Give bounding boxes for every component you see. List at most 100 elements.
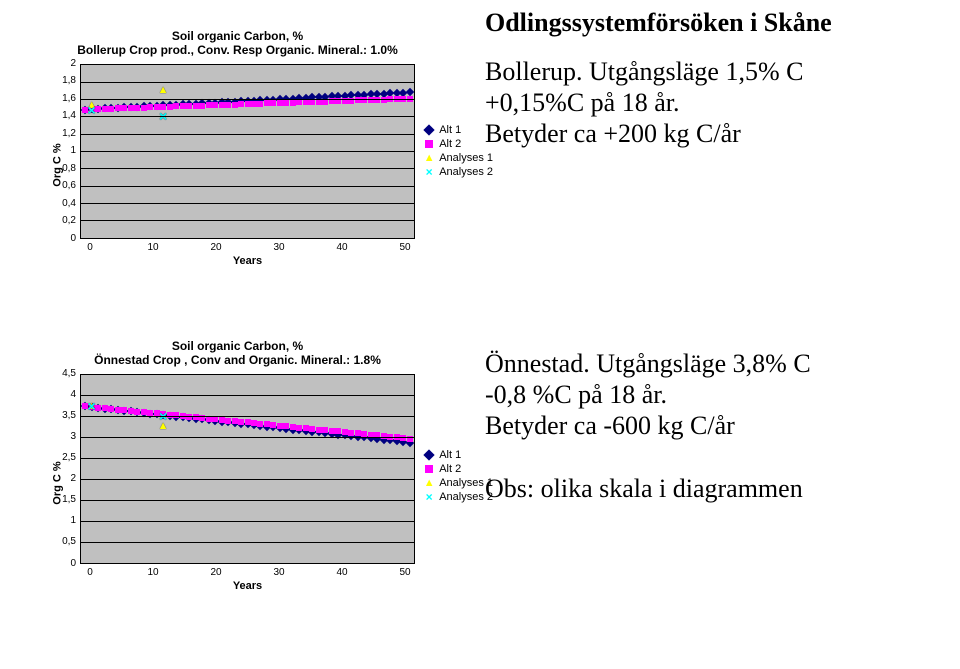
text1-line1: Bollerup. Utgångsläge 1,5% C bbox=[485, 57, 803, 86]
legend-label: Alt 1 bbox=[439, 124, 461, 136]
data-point bbox=[193, 103, 199, 109]
text1: Bollerup. Utgångsläge 1,5% C +0,15%C på … bbox=[485, 56, 950, 150]
ytick-label: 1 bbox=[52, 516, 76, 526]
data-point bbox=[361, 431, 367, 437]
gridline bbox=[81, 500, 414, 501]
data-point bbox=[257, 421, 263, 427]
row-1: Soil organic Carbon, % Bollerup Crop pro… bbox=[0, 0, 960, 330]
text2-line2: -0,8 %C på 18 år. bbox=[485, 380, 667, 409]
legend-item: Alt 1 bbox=[423, 124, 493, 136]
ytick-label: 2 bbox=[52, 59, 76, 69]
data-point bbox=[102, 106, 108, 112]
data-point bbox=[115, 105, 121, 111]
legend-label: Analyses 1 bbox=[439, 152, 493, 164]
legend-label: Alt 2 bbox=[439, 138, 461, 150]
row-2: Soil organic Carbon, % Önnestad Crop , C… bbox=[0, 330, 960, 669]
xtick-label: 20 bbox=[206, 567, 226, 578]
chart-1-xlabel: Years bbox=[80, 255, 415, 267]
data-point: × bbox=[88, 105, 96, 115]
data-point bbox=[277, 423, 283, 429]
text2-line3: Betyder ca -600 kg C/år bbox=[485, 411, 735, 440]
legend-label: Alt 1 bbox=[439, 449, 461, 461]
data-point bbox=[134, 105, 140, 111]
ytick-label: 0 bbox=[52, 234, 76, 244]
gridline bbox=[81, 134, 414, 135]
chart-2-plot: ▲▲×× bbox=[80, 374, 415, 564]
data-point bbox=[180, 103, 186, 109]
page: Soil organic Carbon, % Bollerup Crop pro… bbox=[0, 0, 960, 669]
square-icon bbox=[425, 465, 433, 473]
data-point bbox=[134, 409, 140, 415]
chart-1-title-line2: Bollerup Crop prod., Conv. Resp Organic.… bbox=[77, 43, 398, 57]
data-point bbox=[128, 105, 134, 111]
x-icon: × bbox=[423, 491, 435, 503]
data-point bbox=[219, 102, 225, 108]
chart-2-title-line1: Soil organic Carbon, % bbox=[172, 339, 303, 353]
x-icon: × bbox=[423, 166, 435, 178]
chart-1-yticks: 00,20,40,60,811,21,41,61,82 bbox=[52, 64, 76, 239]
data-point bbox=[264, 100, 270, 106]
chart-2-wrap: Org C % 00,511,522,533,544,5 ▲▲×× 010203… bbox=[50, 374, 415, 592]
xtick-label: 50 bbox=[395, 242, 415, 253]
gridline bbox=[81, 151, 414, 152]
data-point bbox=[199, 103, 205, 109]
data-point bbox=[283, 100, 289, 106]
data-point bbox=[121, 407, 127, 413]
ytick-label: 1,4 bbox=[52, 111, 76, 121]
legend-label: Alt 2 bbox=[439, 463, 461, 475]
gridline bbox=[81, 220, 414, 221]
data-point bbox=[225, 102, 231, 108]
xtick-label: 10 bbox=[143, 242, 163, 253]
data-point bbox=[329, 428, 335, 434]
ytick-label: 1,5 bbox=[52, 495, 76, 505]
text1-line2: +0,15%C på 18 år. bbox=[485, 88, 679, 117]
ytick-label: 3,5 bbox=[52, 411, 76, 421]
data-point bbox=[173, 103, 179, 109]
ytick-label: 0,8 bbox=[52, 164, 76, 174]
data-point bbox=[309, 426, 315, 432]
text-panel-1: Odlingssystemförsöken i Skåne Bollerup. … bbox=[475, 0, 960, 330]
chart-1-title: Soil organic Carbon, % Bollerup Crop pro… bbox=[0, 30, 475, 58]
triangle-icon: ▲ bbox=[423, 152, 435, 164]
ytick-label: 1 bbox=[52, 146, 76, 156]
ytick-label: 2 bbox=[52, 474, 76, 484]
legend-label: Analyses 2 bbox=[439, 491, 493, 503]
data-point bbox=[296, 425, 302, 431]
ytick-label: 0 bbox=[52, 559, 76, 569]
data-point bbox=[277, 100, 283, 106]
xtick-label: 30 bbox=[269, 567, 289, 578]
xtick-label: 0 bbox=[80, 242, 100, 253]
data-point bbox=[219, 417, 225, 423]
data-point bbox=[141, 409, 147, 415]
gridline bbox=[81, 168, 414, 169]
ytick-label: 1,8 bbox=[52, 76, 76, 86]
xtick-label: 0 bbox=[80, 567, 100, 578]
data-point bbox=[141, 105, 147, 111]
gridline bbox=[81, 521, 414, 522]
chart-2-xaxis: 01020304050 bbox=[80, 567, 415, 578]
ytick-label: 0,4 bbox=[52, 199, 76, 209]
data-point bbox=[290, 424, 296, 430]
xtick-label: 40 bbox=[332, 567, 352, 578]
xtick-label: 10 bbox=[143, 567, 163, 578]
data-point bbox=[270, 100, 276, 106]
ytick-label: 0,5 bbox=[52, 537, 76, 547]
legend-item: Alt 2 bbox=[423, 463, 493, 475]
legend-item: × Analyses 2 bbox=[423, 491, 493, 503]
square-icon bbox=[425, 140, 433, 148]
data-point bbox=[270, 422, 276, 428]
data-point bbox=[290, 100, 296, 106]
triangle-icon: ▲ bbox=[423, 477, 435, 489]
chart-1-legend: Alt 1Alt 2▲Analyses 1×Analyses 2 bbox=[423, 124, 493, 180]
gridline bbox=[81, 116, 414, 117]
gridline bbox=[81, 99, 414, 100]
xtick-label: 40 bbox=[332, 242, 352, 253]
data-point bbox=[251, 101, 257, 107]
gridline bbox=[81, 416, 414, 417]
xtick-label: 30 bbox=[269, 242, 289, 253]
data-point bbox=[102, 405, 108, 411]
data-point bbox=[238, 419, 244, 425]
data-point bbox=[232, 418, 238, 424]
data-point bbox=[348, 430, 354, 436]
data-point: × bbox=[88, 401, 96, 411]
